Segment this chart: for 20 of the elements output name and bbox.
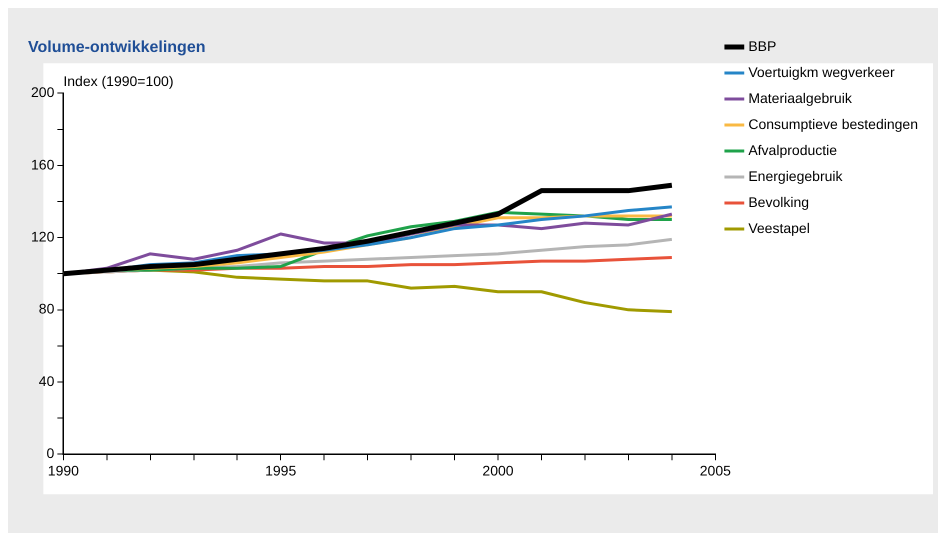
x-tick-label: 1990 [48,462,80,478]
y-tick-label: 40 [38,372,55,389]
legend-label: Afvalproductie [748,142,838,158]
legend-label: Veestapel [748,220,810,236]
y-tick-label: 200 [31,84,55,100]
legend-label: Energiegebruik [748,168,844,184]
legend-label: Materiaalgebruik [748,90,853,106]
x-tick-label: 2000 [482,462,514,478]
y-tick-label: 80 [38,300,55,317]
legend-label: Bevolking [748,194,810,210]
y-axis-title: Index (1990=100) [63,73,174,90]
x-tick-label: 1995 [265,462,296,478]
y-tick-label: 0 [46,445,55,462]
y-tick-label: 120 [31,228,55,244]
legend-label: Voertuigkm wegverkeer [748,64,895,80]
legend-label: Consumptieve bestedingen [748,116,918,132]
x-tick-label: 2005 [700,462,732,478]
chart-title: Volume-ontwikkelingen [28,39,206,56]
legend-label: BBP [748,38,776,54]
y-tick-label: 160 [31,156,55,172]
